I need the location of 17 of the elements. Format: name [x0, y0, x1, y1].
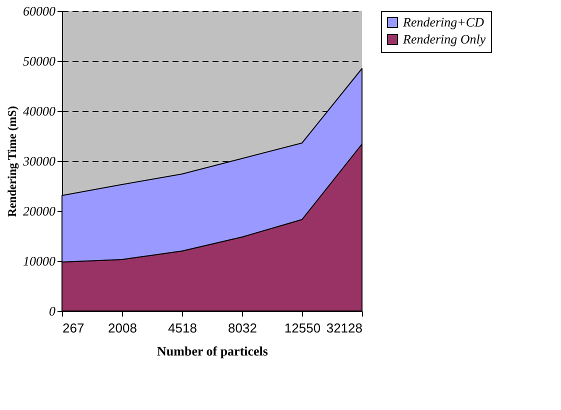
- y-tick-label: 60000: [23, 4, 56, 18]
- y-axis-title: Rendering Time (mS): [5, 106, 19, 217]
- y-tick-label: 30000: [22, 154, 56, 168]
- x-tick-label: 4518: [168, 320, 197, 336]
- x-tick-label: 8032: [228, 320, 257, 336]
- y-tick-label: 10000: [23, 254, 56, 268]
- x-tick-label: 12550: [284, 320, 321, 336]
- y-tick-label: 50000: [23, 54, 56, 68]
- x-tick-label: 32128: [326, 320, 362, 336]
- y-tick-label: 0: [49, 304, 56, 318]
- y-tick-label: 20000: [23, 204, 56, 218]
- x-tick-label: 2008: [108, 320, 137, 336]
- x-tick-label: 267: [62, 320, 84, 336]
- legend-label: Rendering Only: [402, 32, 486, 46]
- legend-label: Rendering+CD: [402, 14, 485, 30]
- x-axis-title: Number of particels: [157, 344, 268, 358]
- y-tick-label: 40000: [23, 104, 56, 118]
